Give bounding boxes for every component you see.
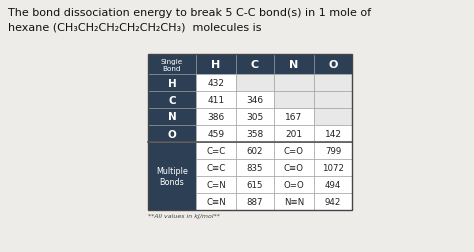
Bar xyxy=(314,55,352,75)
Bar xyxy=(274,125,314,142)
Bar xyxy=(236,125,274,142)
Text: 411: 411 xyxy=(208,96,225,105)
Text: 887: 887 xyxy=(247,197,263,206)
Text: N≡N: N≡N xyxy=(284,197,304,206)
Text: Single
Bond: Single Bond xyxy=(161,58,183,71)
Bar xyxy=(148,125,196,142)
Text: 615: 615 xyxy=(247,180,263,189)
Text: 386: 386 xyxy=(207,113,225,121)
Bar xyxy=(236,75,274,92)
Text: C=O: C=O xyxy=(284,146,304,155)
Text: 1072: 1072 xyxy=(322,163,344,172)
Bar xyxy=(148,75,196,92)
Text: H: H xyxy=(168,78,176,88)
Bar xyxy=(314,142,352,159)
Text: The bond dissociation energy to break 5 C-C bond(s) in 1 mole of: The bond dissociation energy to break 5 … xyxy=(8,8,371,18)
Bar xyxy=(314,193,352,210)
Text: 835: 835 xyxy=(247,163,263,172)
Bar xyxy=(274,176,314,193)
Bar xyxy=(274,109,314,125)
Bar xyxy=(148,55,196,75)
Bar xyxy=(236,142,274,159)
Text: 358: 358 xyxy=(246,130,264,138)
Text: C: C xyxy=(168,95,176,105)
Text: 459: 459 xyxy=(208,130,225,138)
Text: 494: 494 xyxy=(325,180,341,189)
Bar xyxy=(236,193,274,210)
Bar xyxy=(196,109,236,125)
Bar xyxy=(236,55,274,75)
Text: 799: 799 xyxy=(325,146,341,155)
Bar xyxy=(274,75,314,92)
Bar xyxy=(314,159,352,176)
Text: N: N xyxy=(168,112,176,122)
Text: 305: 305 xyxy=(246,113,264,121)
Bar xyxy=(196,55,236,75)
Text: **All values in kJ/mol**: **All values in kJ/mol** xyxy=(148,213,220,218)
Bar xyxy=(236,109,274,125)
Text: 432: 432 xyxy=(208,79,225,88)
Bar xyxy=(314,75,352,92)
Bar xyxy=(196,193,236,210)
Text: C: C xyxy=(251,60,259,70)
Bar xyxy=(196,92,236,109)
Bar xyxy=(236,92,274,109)
Text: 602: 602 xyxy=(247,146,263,155)
Bar xyxy=(274,193,314,210)
Bar xyxy=(196,125,236,142)
Bar xyxy=(274,159,314,176)
Text: Multiple
Bonds: Multiple Bonds xyxy=(156,167,188,186)
Bar xyxy=(196,176,236,193)
Text: O: O xyxy=(328,60,337,70)
Text: C≡N: C≡N xyxy=(206,197,226,206)
Bar xyxy=(196,142,236,159)
Text: C=N: C=N xyxy=(206,180,226,189)
Bar xyxy=(196,159,236,176)
Bar xyxy=(274,55,314,75)
Bar xyxy=(148,92,196,109)
Text: 201: 201 xyxy=(285,130,302,138)
Bar xyxy=(148,109,196,125)
Bar xyxy=(314,109,352,125)
Text: O=O: O=O xyxy=(283,180,304,189)
Text: C=C: C=C xyxy=(206,146,226,155)
Bar xyxy=(236,159,274,176)
Text: 167: 167 xyxy=(285,113,302,121)
Text: C≡C: C≡C xyxy=(206,163,226,172)
Text: N: N xyxy=(289,60,299,70)
Text: O: O xyxy=(168,129,176,139)
Text: 142: 142 xyxy=(325,130,341,138)
Text: C≡O: C≡O xyxy=(284,163,304,172)
Bar xyxy=(148,142,196,210)
Text: 942: 942 xyxy=(325,197,341,206)
Bar xyxy=(314,125,352,142)
Bar xyxy=(274,92,314,109)
Bar xyxy=(314,92,352,109)
Bar xyxy=(314,176,352,193)
Bar xyxy=(274,142,314,159)
Text: 346: 346 xyxy=(246,96,264,105)
Bar xyxy=(196,75,236,92)
Bar xyxy=(236,176,274,193)
Bar xyxy=(148,55,352,210)
Text: hexane (CH₃CH₂CH₂CH₂CH₂CH₃)  molecules is: hexane (CH₃CH₂CH₂CH₂CH₂CH₃) molecules is xyxy=(8,22,262,32)
Text: H: H xyxy=(211,60,220,70)
